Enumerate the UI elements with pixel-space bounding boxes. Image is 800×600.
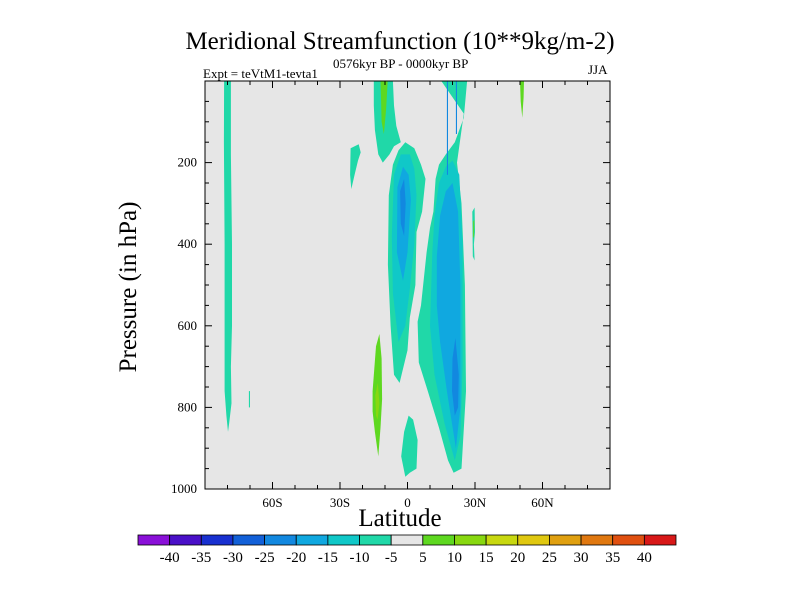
period-label: 0576kyr BP - 0000kyr BP (333, 56, 469, 71)
colorbar-label: -10 (350, 550, 370, 566)
nh-jet-line-b (455, 81, 457, 134)
x-axis-label: Latitude (358, 505, 442, 532)
sh-polar-positive-column (223, 81, 232, 432)
colorbar-swatch (643, 534, 677, 546)
y-tick-label: 1000 (171, 481, 197, 496)
colorbar-label: -20 (286, 550, 306, 566)
colorbar-label: 20 (510, 550, 525, 566)
nh-high-positive-blob (520, 81, 524, 118)
surface-positive-blob (401, 415, 418, 477)
colorbar-label: 10 (447, 550, 462, 566)
colorbar-label: 5 (419, 550, 427, 566)
colorbar-label: 15 (479, 550, 494, 566)
sh-midlevel-positive-blob (350, 144, 361, 190)
sh-lower-positive-blob-core (375, 382, 380, 420)
y-tick-label: 800 (178, 399, 198, 414)
colorbar-swatch (359, 534, 392, 546)
colorbar-swatch (580, 534, 614, 546)
experiment-label: Expt = teVtM1-tevta1 (203, 66, 318, 81)
colorbar-label: 30 (574, 550, 589, 566)
colorbar-swatch (612, 534, 645, 546)
y-tick-label: 400 (178, 236, 198, 251)
season-label: JJA (588, 62, 608, 77)
y-tick-label: 600 (178, 318, 198, 333)
colorbar-swatch (169, 534, 202, 546)
colorbar-label: -25 (255, 550, 275, 566)
colorbar-label: -5 (385, 550, 398, 566)
chart-title: Meridional Streamfunction (10**9kg/m-2) (185, 28, 615, 55)
colorbar-swatch (485, 534, 519, 546)
x-tick-label: 60S (262, 495, 282, 510)
upper-positive-tongue (373, 81, 401, 163)
nh-tropical-core (452, 338, 459, 416)
colorbar-label: -15 (318, 550, 338, 566)
sh-polar-speck (248, 391, 250, 408)
y-tick-label: 200 (178, 155, 198, 170)
nh-jet-line-a (446, 81, 448, 175)
colorbar-swatch (517, 534, 550, 546)
colorbar-swatch (137, 534, 171, 546)
colorbar: -40 -35 -30 -25 -20 -15 -10 -5 5 10 15 20 25 30 35 40 (137, 534, 677, 566)
colorbar-label: 40 (637, 550, 652, 566)
x-tick-label: 60N (531, 495, 554, 510)
colorbar-swatch (549, 534, 582, 546)
contour-regions (223, 81, 524, 477)
x-tick-label: 0 (404, 495, 411, 510)
colorbar-swatch (454, 534, 487, 546)
colorbar-label: 25 (542, 550, 557, 566)
colorbar-label: -40 (160, 550, 180, 566)
colorbar-swatch (200, 534, 234, 546)
colorbar-swatch (390, 534, 424, 546)
colorbar-swatch (422, 534, 455, 546)
colorbar-label: -30 (223, 550, 243, 566)
colorbar-swatch (295, 534, 329, 546)
x-tick-label: 30N (464, 495, 487, 510)
colorbar-swatch (264, 534, 297, 546)
axes: 200 400 600 800 1000 60S 30S 0 30N 60N (171, 80, 611, 510)
colorbar-label: -35 (191, 550, 211, 566)
colorbar-swatch (232, 534, 265, 546)
colorbar-swatch (327, 534, 360, 546)
x-tick-label: 30S (330, 495, 350, 510)
colorbar-label: 35 (605, 550, 620, 566)
mid-nh-small-blob-core (473, 219, 475, 239)
upper-positive-core (380, 81, 388, 134)
tropical-main-cell-core (400, 178, 406, 236)
